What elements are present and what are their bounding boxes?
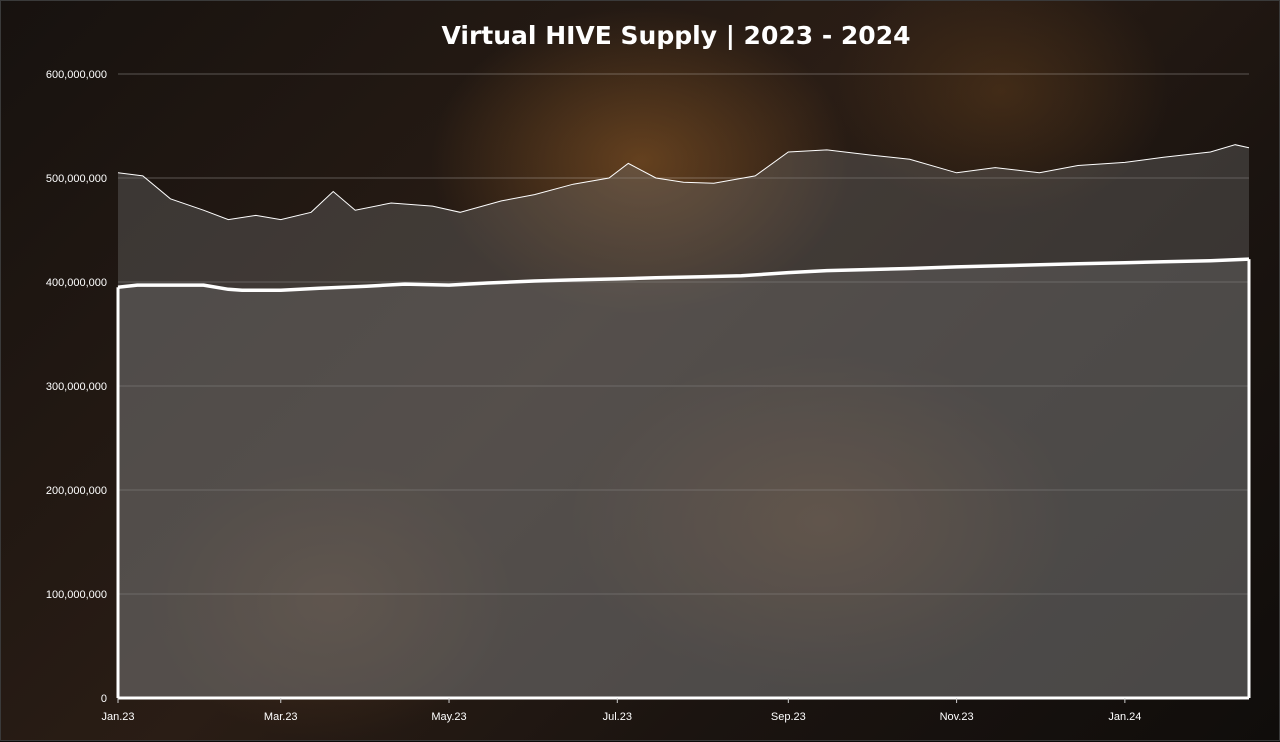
x-tick-label: Jan.23 [101,711,134,723]
chart-title: Virtual HIVE Supply | 2023 - 2024 [442,21,911,50]
series-2-area [118,144,1249,291]
y-tick-label: 0 [101,693,107,705]
series-group [117,144,1250,698]
x-tick-label: Sep.23 [771,711,806,723]
y-tick-label: 100,000,000 [46,589,107,601]
x-tick-label: Jul.23 [603,711,632,723]
x-tick-label: Mar.23 [264,711,298,723]
x-axis-tick-labels: Jan.23 Mar.23 May.23 Jul.23 Sep.23 Nov.23 Jan.… [101,698,1141,723]
series-1-line [117,257,1250,293]
y-axis-tick-labels: 0 100,000,000 200,000,000 300,000,000 400,00… [46,69,107,705]
y-tick-label: 300,000,000 [46,381,107,393]
y-tick-label: 500,000,000 [46,173,107,185]
axes [116,259,1251,700]
series-1-area [118,259,1249,698]
y-tick-label: 400,000,000 [46,277,107,289]
series-2-line [117,144,1250,221]
x-tick-label: May.23 [431,711,466,723]
y-tick-label: 200,000,000 [46,485,107,497]
y-tick-label: 600,000,000 [46,69,107,81]
x-tick-label: Jan.24 [1108,711,1141,723]
x-tick-label: Nov.23 [940,711,974,723]
